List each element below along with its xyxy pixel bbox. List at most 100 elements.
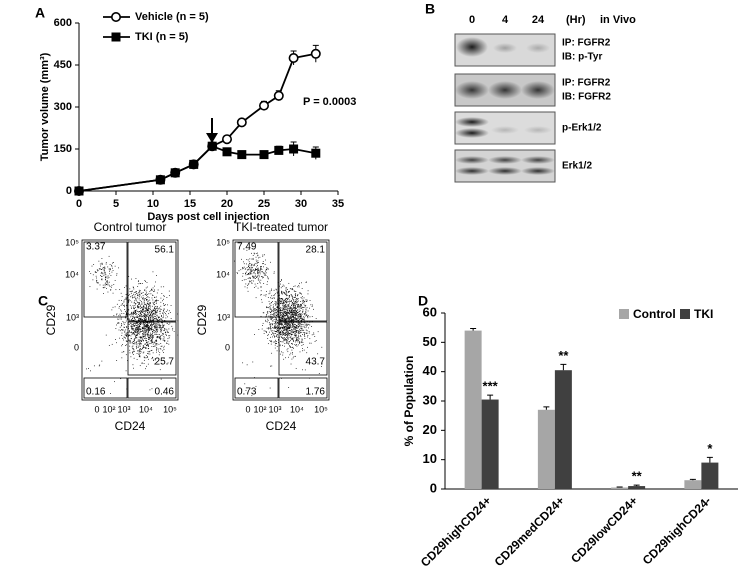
event-dot [280, 283, 281, 285]
event-dot [141, 362, 143, 364]
event-dot [138, 302, 140, 304]
event-dot [284, 321, 286, 322]
event-dot [129, 314, 131, 316]
event-dot [135, 297, 137, 299]
event-dot [143, 314, 145, 315]
event-dot [140, 313, 142, 315]
event-dot [298, 338, 300, 340]
event-dot [126, 335, 128, 336]
event-dot [289, 309, 290, 311]
event-dot [149, 309, 151, 311]
event-dot [143, 324, 145, 325]
event-dot [107, 277, 109, 279]
band [521, 81, 555, 99]
event-dot [307, 321, 308, 322]
event-dot [297, 305, 299, 307]
legend-marker [111, 12, 122, 22]
event-dot [300, 307, 301, 309]
event-dot [293, 314, 295, 316]
event-dot [284, 319, 286, 321]
event-dot [162, 313, 164, 314]
event-dot [140, 304, 141, 306]
event-dot [301, 304, 302, 305]
event-dot [309, 338, 311, 340]
event-dot [104, 271, 106, 273]
event-dot [128, 302, 130, 304]
event-dot [295, 313, 296, 315]
event-dot [285, 313, 286, 314]
event-dot [143, 300, 145, 301]
event-dot [286, 318, 287, 319]
event-dot [294, 335, 296, 337]
event-dot [144, 316, 146, 318]
event-dot [282, 305, 284, 307]
event-dot [135, 337, 137, 339]
event-dot [285, 306, 287, 308]
event-dot [266, 321, 268, 323]
event-dot [144, 311, 146, 313]
event-dot [163, 335, 165, 337]
event-dot [259, 282, 261, 284]
event-dot [96, 282, 98, 284]
event-dot [301, 305, 302, 306]
event-dot [149, 311, 151, 313]
event-dot [304, 369, 306, 371]
panel-label: A [35, 5, 45, 21]
event-dot [148, 309, 150, 311]
event-dot [275, 311, 277, 313]
event-dot [276, 303, 278, 305]
event-dot [154, 327, 156, 329]
event-dot [152, 314, 154, 316]
event-dot [297, 298, 298, 300]
event-dot [132, 312, 134, 314]
event-dot [287, 320, 289, 321]
event-dot [135, 347, 137, 349]
event-dot [152, 333, 153, 335]
event-dot [154, 339, 156, 341]
event-dot [254, 334, 255, 335]
event-dot [247, 290, 249, 292]
event-dot [144, 320, 146, 321]
event-dot [273, 314, 274, 316]
event-dot [253, 276, 255, 278]
event-dot [288, 342, 290, 344]
event-dot [114, 381, 115, 383]
event-dot [136, 309, 138, 311]
event-dot [155, 308, 156, 310]
event-dot [293, 317, 295, 318]
event-dot [284, 326, 286, 328]
event-dot [290, 334, 292, 336]
event-dot [121, 357, 123, 359]
event-dot [279, 310, 281, 311]
event-dot [141, 323, 143, 325]
event-dot [128, 318, 130, 320]
event-dot [297, 316, 299, 318]
event-dot [139, 319, 141, 320]
event-dot [302, 319, 304, 320]
event-dot [309, 307, 310, 309]
event-dot [137, 301, 138, 303]
event-dot [253, 264, 255, 265]
event-dot [133, 287, 134, 289]
event-dot [271, 288, 272, 290]
event-dot [155, 303, 157, 304]
event-dot [103, 275, 105, 277]
event-dot [135, 346, 137, 347]
event-dot [246, 274, 248, 276]
event-dot [155, 312, 157, 314]
event-dot [121, 313, 123, 314]
event-dot [112, 267, 113, 269]
event-dot [248, 281, 250, 283]
event-dot [103, 267, 104, 268]
event-dot [291, 326, 293, 328]
event-dot [158, 354, 160, 356]
event-dot [123, 301, 125, 303]
event-dot [147, 322, 149, 324]
event-dot [136, 322, 138, 324]
event-dot [138, 336, 140, 338]
event-dot [160, 301, 162, 303]
event-dot [267, 276, 269, 278]
event-dot [295, 291, 297, 292]
event-dot [157, 300, 159, 301]
event-dot [298, 285, 300, 286]
